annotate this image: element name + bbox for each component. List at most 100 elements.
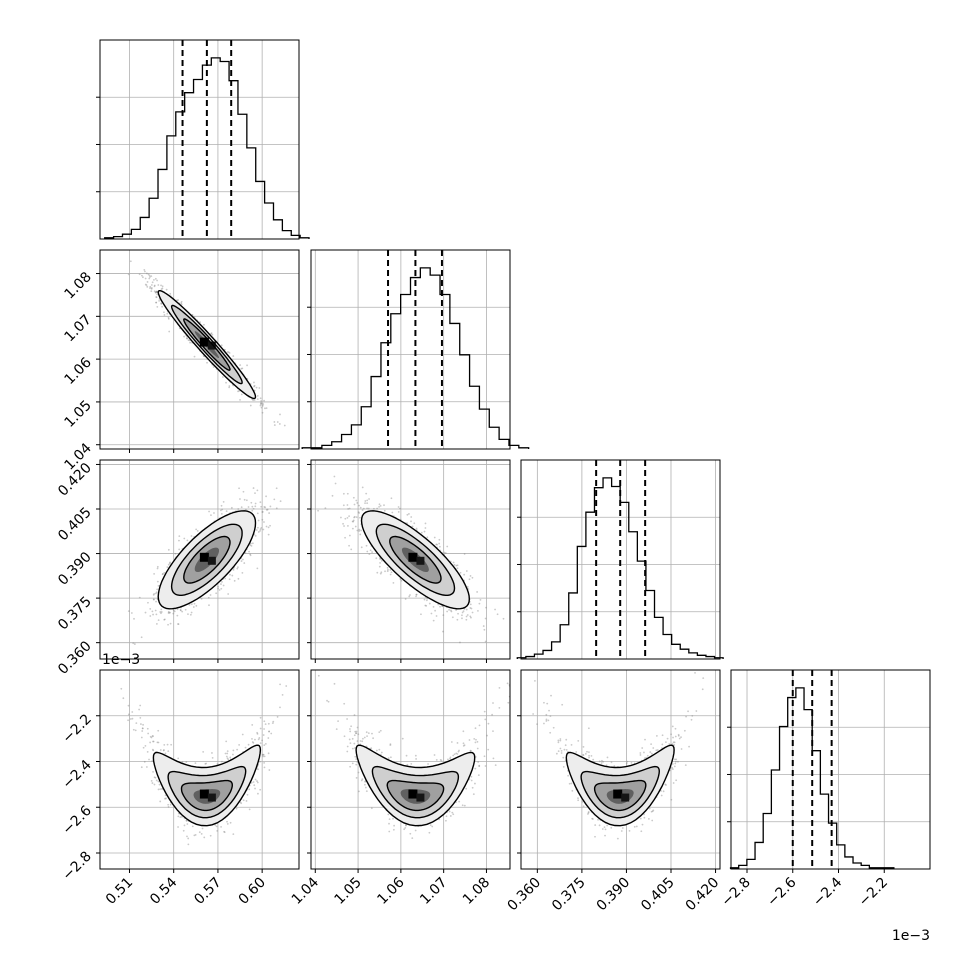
sample-point: [294, 457, 296, 459]
sample-point: [420, 613, 422, 615]
sample-point: [373, 508, 375, 510]
sample-point: [221, 344, 223, 346]
sample-point: [241, 368, 243, 370]
sample-point: [348, 545, 350, 547]
sample-point: [224, 578, 226, 580]
sample-point: [472, 577, 474, 579]
sample-point: [448, 609, 450, 611]
sample-point: [254, 492, 256, 494]
sample-point: [485, 641, 487, 643]
sample-point: [183, 830, 185, 832]
sample-point: [163, 744, 165, 746]
sample-point: [244, 499, 246, 501]
sample-point: [364, 502, 366, 504]
sample-point: [257, 398, 259, 400]
sample-point: [410, 516, 412, 518]
sample-point: [264, 506, 266, 508]
sample-point: [248, 551, 250, 553]
sample-point: [147, 281, 149, 283]
sample-point: [251, 510, 253, 512]
sample-point: [263, 728, 265, 730]
sample-point: [276, 487, 278, 489]
sample-point: [223, 501, 225, 503]
sample-point: [344, 537, 346, 539]
sample-point: [206, 362, 208, 364]
sample-point: [340, 517, 342, 519]
sample-point: [130, 260, 132, 262]
sample-point: [363, 508, 365, 510]
sample-point: [153, 279, 155, 281]
sample-point: [155, 302, 157, 304]
sample-point: [443, 552, 445, 554]
sample-point: [152, 782, 154, 784]
sample-point: [239, 399, 241, 401]
sample-point: [229, 578, 231, 580]
sample-point: [256, 780, 258, 782]
sample-point: [147, 602, 149, 604]
sample-point: [485, 607, 487, 609]
sample-point: [253, 487, 255, 489]
sample-point: [160, 612, 162, 614]
sample-point: [176, 615, 178, 617]
sample-point: [257, 395, 259, 397]
sample-point: [243, 491, 245, 493]
sample-point: [485, 618, 487, 620]
sample-point: [253, 386, 255, 388]
sample-point: [425, 527, 427, 529]
sample-point: [391, 571, 393, 573]
sample-point: [186, 338, 188, 340]
sample-point: [229, 352, 231, 354]
sample-point: [260, 742, 262, 744]
scatter-panel-3-0: [96, 659, 299, 873]
sample-point: [439, 546, 441, 548]
sample-point: [168, 564, 170, 566]
sample-point: [387, 569, 389, 571]
sample-point: [376, 572, 378, 574]
sample-point: [158, 300, 160, 302]
sample-point: [355, 500, 357, 502]
sample-point: [421, 532, 423, 534]
sample-point: [168, 549, 170, 551]
sample-point: [227, 593, 229, 595]
sample-point: [246, 364, 248, 366]
sample-point: [348, 515, 350, 517]
sample-point: [324, 507, 326, 509]
sample-point: [160, 749, 162, 751]
sample-point: [195, 762, 197, 764]
sample-point: [246, 499, 248, 501]
sample-point: [154, 290, 156, 292]
sample-point: [352, 528, 354, 530]
sample-point: [254, 399, 256, 401]
sample-point: [256, 529, 258, 531]
sample-point: [353, 519, 355, 521]
sample-point: [203, 324, 205, 326]
sample-point: [163, 311, 165, 313]
sample-point: [263, 720, 265, 722]
sample-point: [266, 526, 268, 528]
sample-point: [438, 543, 440, 545]
sample-point: [358, 529, 360, 531]
sample-point: [425, 605, 427, 607]
sample-point: [343, 493, 345, 495]
sample-point: [166, 313, 168, 315]
sample-point: [457, 613, 459, 615]
sample-point: [186, 539, 188, 541]
sample-point: [434, 537, 436, 539]
sample-point: [180, 302, 182, 304]
sample-point: [195, 605, 197, 607]
sample-point: [170, 804, 172, 806]
sample-point: [155, 610, 157, 612]
sample-point: [384, 510, 386, 512]
sample-point: [201, 833, 203, 835]
sample-point: [232, 750, 234, 752]
sample-point: [268, 534, 270, 536]
sample-point: [257, 527, 259, 529]
sample-point: [160, 285, 162, 287]
sample-point: [390, 574, 392, 576]
sample-point: [231, 575, 233, 577]
sample-point: [354, 516, 356, 518]
sample-point: [332, 495, 334, 497]
sample-point: [355, 526, 357, 528]
sample-point: [155, 593, 157, 595]
